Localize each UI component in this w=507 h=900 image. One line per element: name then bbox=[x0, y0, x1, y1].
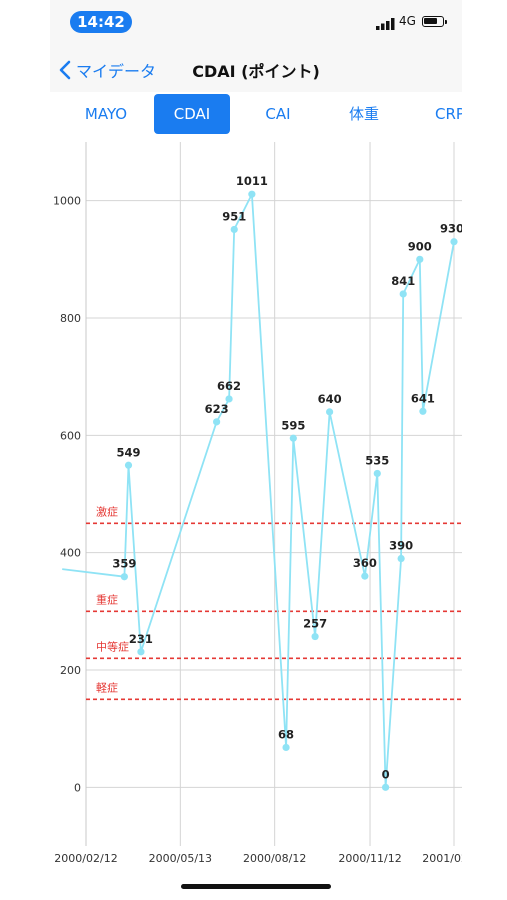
data-series bbox=[62, 190, 458, 791]
data-point bbox=[120, 573, 128, 581]
data-label: 900 bbox=[408, 239, 432, 253]
tab-cai[interactable]: CAI bbox=[265, 105, 291, 123]
y-tick-label: 400 bbox=[60, 547, 81, 560]
y-tick-label: 800 bbox=[60, 312, 81, 325]
data-label: 662 bbox=[217, 379, 241, 393]
threshold-label: 軽症 bbox=[96, 680, 118, 694]
y-tick-label: 600 bbox=[60, 429, 81, 442]
back-button[interactable]: マイデータ bbox=[58, 58, 156, 82]
data-point bbox=[248, 190, 256, 198]
data-point bbox=[282, 743, 290, 752]
data-point bbox=[416, 255, 424, 263]
data-label: 640 bbox=[318, 392, 342, 406]
data-label: 930 bbox=[440, 222, 462, 236]
data-point bbox=[225, 395, 233, 403]
data-point bbox=[450, 238, 458, 246]
data-label: 595 bbox=[281, 418, 305, 432]
signal-icon bbox=[376, 18, 395, 30]
tab-mayo[interactable]: MAYO bbox=[84, 105, 128, 123]
x-tick-label: 2000/08/12 bbox=[243, 852, 306, 865]
x-tick-label: 2000/02/12 bbox=[54, 852, 117, 865]
data-point bbox=[373, 469, 381, 478]
data-label: 360 bbox=[353, 556, 377, 570]
y-tick-label: 0 bbox=[74, 781, 81, 794]
series-line bbox=[62, 190, 455, 788]
data-label: 390 bbox=[389, 539, 413, 553]
data-point bbox=[399, 290, 407, 298]
data-label: 0 bbox=[382, 767, 390, 781]
tab-cdai[interactable]: CDAI bbox=[154, 94, 230, 134]
network-type: 4G bbox=[399, 14, 416, 28]
data-point bbox=[381, 783, 390, 791]
x-tick-label: 2000/05/13 bbox=[149, 852, 212, 865]
threshold-label: 激症 bbox=[96, 504, 118, 518]
data-label: 535 bbox=[365, 453, 389, 467]
data-label: 623 bbox=[205, 402, 229, 416]
data-label: 257 bbox=[303, 617, 327, 631]
metric-tabs: MAYO CDAI CAI 体重 CRP bbox=[50, 92, 462, 136]
y-tick-label: 200 bbox=[60, 664, 81, 677]
status-time: 14:42 bbox=[70, 11, 132, 33]
data-label: 231 bbox=[129, 632, 153, 646]
tab-crp[interactable]: CRP bbox=[435, 105, 462, 123]
threshold-label: 中等症 bbox=[96, 639, 129, 653]
data-label: 359 bbox=[112, 557, 136, 571]
data-point bbox=[326, 408, 334, 416]
data-label: 1011 bbox=[236, 174, 268, 188]
battery-icon bbox=[422, 16, 447, 27]
threshold-label: 重症 bbox=[96, 592, 118, 606]
data-label: 841 bbox=[391, 274, 415, 288]
phone-screen: 14:42 4G マイデータ CDAI (ポイント) MAYO CDAI CAI… bbox=[50, 0, 462, 900]
data-point bbox=[419, 407, 427, 415]
axis-labels: 0 200 400 600 800 1000 2000/02/12 2000/05/13 200… bbox=[53, 195, 462, 865]
tab-weight[interactable]: 体重 bbox=[348, 105, 379, 123]
data-point bbox=[397, 554, 405, 563]
chevron-left-icon bbox=[59, 60, 71, 80]
data-point bbox=[124, 461, 133, 469]
data-point bbox=[311, 632, 319, 641]
back-button-label: マイデータ bbox=[76, 62, 157, 81]
home-indicator bbox=[181, 884, 331, 889]
data-label: 549 bbox=[116, 445, 140, 459]
data-point bbox=[230, 225, 238, 234]
x-tick-label: 2001/02/12 bbox=[422, 852, 462, 865]
data-point bbox=[137, 648, 145, 656]
x-tick-label: 2000/11/12 bbox=[338, 852, 401, 865]
data-labels: 359 549 231 623 662 951 1011 68 595 257 640 360 535 0… bbox=[112, 174, 462, 781]
data-point bbox=[361, 572, 369, 580]
data-label: 68 bbox=[278, 727, 294, 741]
data-label: 951 bbox=[222, 209, 246, 223]
y-tick-label: 1000 bbox=[53, 195, 81, 208]
data-point bbox=[213, 418, 221, 426]
status-bar: 14:42 4G bbox=[50, 0, 462, 44]
data-label: 641 bbox=[411, 391, 435, 405]
chart-grid bbox=[85, 142, 462, 846]
data-point bbox=[289, 434, 297, 442]
